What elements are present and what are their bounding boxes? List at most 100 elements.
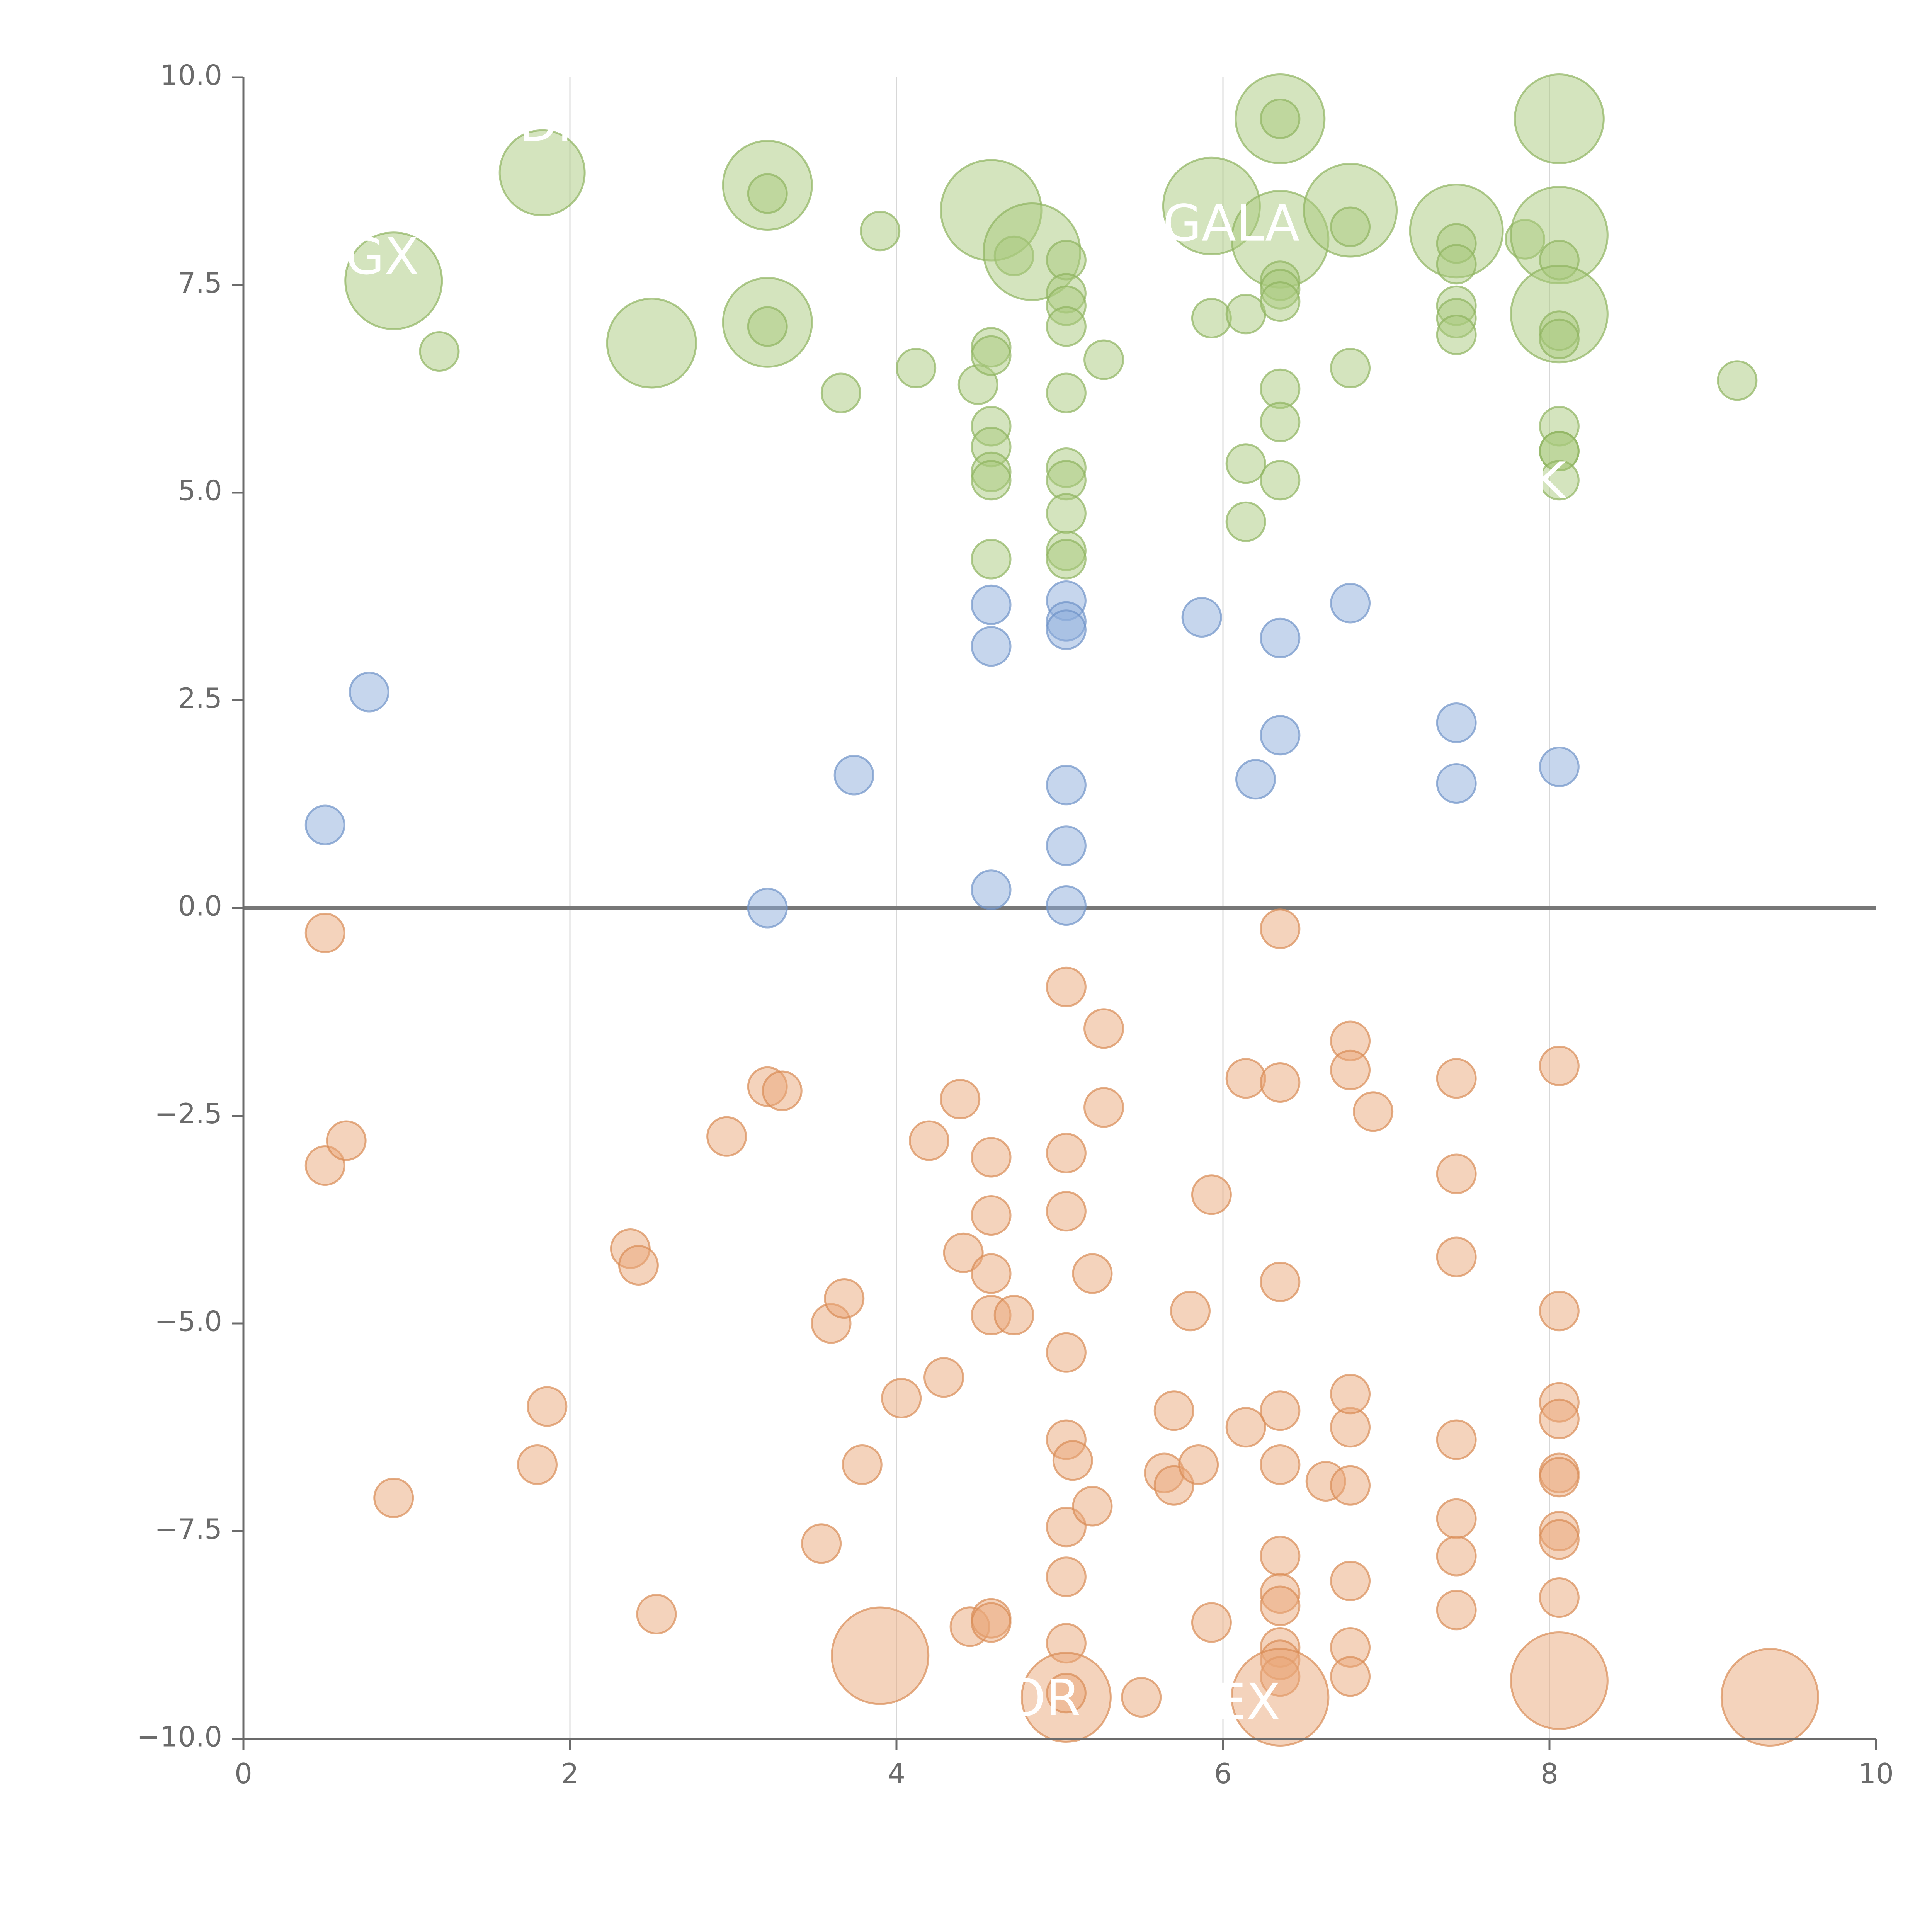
data-point-orange [326, 1120, 367, 1161]
data-point-blue [1436, 702, 1477, 743]
data-point-green [1436, 244, 1477, 285]
data-point-orange [971, 1195, 1012, 1236]
data-point-orange [1720, 1648, 1819, 1747]
annotation-label: GALA [1163, 194, 1299, 253]
data-point-orange [1046, 1191, 1087, 1232]
y-tick-label: −10.0 [137, 1721, 222, 1753]
data-point-orange [1330, 1374, 1371, 1415]
data-point-blue [833, 755, 874, 796]
data-point-green [1225, 501, 1266, 542]
data-point-green [498, 129, 586, 216]
data-point-green [1046, 306, 1087, 347]
data-point-orange [1510, 1631, 1609, 1730]
data-point-orange [1191, 1602, 1232, 1643]
y-tick-label: −5.0 [155, 1305, 222, 1338]
data-point-green [1260, 460, 1301, 501]
data-point-orange [1539, 1046, 1580, 1086]
data-point-orange [1436, 1498, 1477, 1539]
y-tick-label: 5.0 [178, 474, 222, 507]
data-point-blue [1046, 609, 1087, 650]
data-point-green [1046, 372, 1087, 413]
data-point-orange [909, 1120, 949, 1161]
x-tick-label: 0 [235, 1757, 252, 1790]
data-point-green [1330, 348, 1371, 388]
data-point-orange [1436, 1536, 1477, 1577]
y-tick-label: 0.0 [178, 890, 222, 922]
data-point-green [1260, 281, 1301, 322]
data-point-blue [1330, 583, 1371, 624]
data-point-orange [971, 1137, 1012, 1178]
data-point-orange [1330, 1049, 1371, 1090]
data-point-green [896, 348, 937, 388]
annotation-label: GX [345, 227, 419, 286]
data-point-blue [1181, 597, 1222, 638]
data-point-orange [971, 1602, 1012, 1643]
data-point-orange [618, 1245, 659, 1286]
data-point-green [1046, 539, 1087, 580]
data-point-blue [1260, 715, 1301, 756]
data-point-orange [831, 1606, 930, 1705]
data-point-orange [304, 913, 345, 953]
data-point-orange [1072, 1253, 1113, 1294]
y-tick-label: 7.5 [178, 267, 222, 299]
points-layer [304, 73, 1819, 1747]
data-point-orange [706, 1116, 747, 1157]
data-point-orange [1260, 908, 1301, 949]
data-point-orange [1330, 1656, 1371, 1697]
data-point-orange [1260, 1444, 1301, 1485]
annotation-layer: GX DI GALA K OR EX [345, 94, 1567, 1731]
data-point-orange [801, 1523, 842, 1564]
data-point-orange [824, 1278, 865, 1319]
data-point-orange [1046, 1332, 1087, 1373]
data-point-orange [527, 1386, 568, 1427]
data-point-green [1717, 360, 1758, 401]
data-point-orange [1083, 1087, 1124, 1128]
data-point-green [419, 331, 460, 372]
data-point-green [344, 231, 443, 330]
data-point-orange [1046, 1556, 1087, 1597]
x-tick-label: 4 [888, 1757, 905, 1790]
data-point-orange [1539, 1457, 1580, 1498]
data-point-orange [1436, 1236, 1477, 1277]
x-tick-label: 6 [1214, 1757, 1232, 1790]
data-point-orange [1153, 1390, 1194, 1431]
data-point-orange [1436, 1590, 1477, 1631]
data-point-green [1330, 206, 1371, 247]
data-point-orange [1260, 1062, 1301, 1103]
data-point-orange [373, 1478, 414, 1518]
data-point-orange [1260, 1585, 1301, 1626]
annotation-label: DI [519, 94, 572, 153]
data-point-orange [1191, 1174, 1232, 1215]
data-point-orange [636, 1594, 677, 1634]
data-point-green [1539, 460, 1580, 501]
data-point-orange [1225, 1407, 1266, 1448]
data-point-green [1191, 298, 1232, 338]
data-point-orange [1539, 1519, 1580, 1560]
data-point-orange [1046, 1133, 1087, 1173]
data-point-orange [940, 1079, 981, 1119]
data-point-orange [1260, 1262, 1301, 1302]
data-point-blue [971, 584, 1012, 625]
data-point-orange [1330, 1561, 1371, 1601]
data-point-blue [349, 672, 389, 713]
data-point-orange [881, 1378, 922, 1418]
data-point-blue [1046, 765, 1087, 806]
data-point-orange [1539, 1398, 1580, 1439]
x-tick-label: 10 [1858, 1757, 1894, 1790]
data-point-green [747, 173, 788, 214]
data-point-orange [971, 1253, 1012, 1294]
data-point-blue [747, 888, 788, 929]
data-point-orange [1260, 1536, 1301, 1577]
data-point-green [1436, 315, 1477, 355]
data-point-orange [842, 1444, 883, 1485]
annotation-label: OR [1006, 1668, 1081, 1727]
data-point-blue [1046, 825, 1087, 866]
data-point-orange [517, 1444, 558, 1485]
data-point-orange [762, 1070, 803, 1111]
data-point-orange [1225, 1058, 1266, 1099]
data-point-green [860, 211, 901, 252]
data-point-orange [1436, 1153, 1477, 1194]
y-tick-label: 10.0 [160, 59, 222, 92]
data-point-blue [304, 804, 345, 845]
